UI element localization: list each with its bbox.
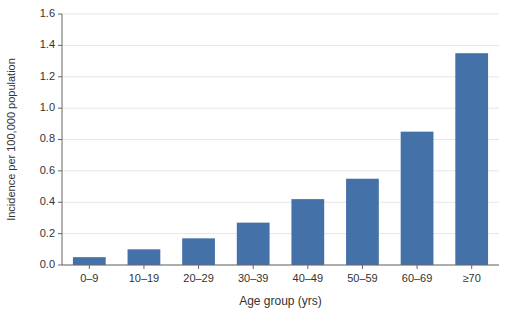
x-tick-label: 20–29 — [183, 272, 214, 284]
y-tick-label: 0.6 — [40, 164, 55, 176]
grid-line — [62, 108, 499, 109]
bar — [291, 199, 324, 265]
x-tick — [307, 265, 308, 269]
x-axis-line — [62, 265, 499, 266]
bar — [455, 53, 488, 265]
y-tick-label: 1.6 — [40, 7, 55, 19]
x-tick-label: 0–9 — [80, 272, 98, 284]
x-tick — [89, 265, 90, 269]
grid-line — [62, 45, 499, 46]
bar — [401, 132, 434, 265]
grid-line — [62, 76, 499, 77]
x-tick-label: 10–19 — [129, 272, 160, 284]
bar — [182, 238, 215, 265]
y-axis-label: Incidence per 100,000 population — [5, 58, 17, 221]
y-tick-label: 0.2 — [40, 227, 55, 239]
x-tick-label: 30–39 — [238, 272, 269, 284]
y-tick — [58, 108, 62, 109]
y-tick — [58, 170, 62, 171]
y-tick — [58, 139, 62, 140]
y-tick-label: 1.4 — [40, 38, 55, 50]
grid-line — [62, 233, 499, 234]
x-tick — [362, 265, 363, 269]
grid-line — [62, 139, 499, 140]
bar — [346, 179, 379, 265]
bar — [128, 249, 161, 265]
bar — [73, 257, 106, 265]
y-tick-label: 0.8 — [40, 132, 55, 144]
x-tick — [198, 265, 199, 269]
x-axis: 0–9 10–19 20–29 30–39 40–49 50–59 60–69 ≥70 — [62, 14, 499, 284]
chart-container: 0.0 0.2 0.4 0.6 0.8 1.0 1.2 1.4 1.6 0–9 10–19 20–29… — [0, 0, 511, 315]
x-tick-label: 40–49 — [293, 272, 324, 284]
y-tick-label: 1.2 — [40, 70, 55, 82]
grid-line — [62, 14, 499, 15]
bar — [237, 223, 270, 265]
x-tick — [143, 265, 144, 269]
y-tick — [58, 45, 62, 46]
chart: 0.0 0.2 0.4 0.6 0.8 1.0 1.2 1.4 1.6 0–9 10–19 20–29… — [0, 0, 511, 315]
grid-line — [62, 170, 499, 171]
y-tick — [58, 233, 62, 234]
y-tick — [58, 202, 62, 203]
x-tick-label: 50–59 — [347, 272, 378, 284]
x-tick — [417, 265, 418, 269]
grid-line — [62, 265, 499, 266]
page: {"chart_data": {"type": "bar", "categori… — [0, 0, 511, 315]
bars — [73, 53, 488, 265]
x-tick-label: ≥70 — [463, 272, 481, 284]
x-tick-label: 60–69 — [402, 272, 433, 284]
grid-line — [62, 202, 499, 203]
y-tick — [58, 265, 62, 266]
y-tick-label: 0.0 — [40, 258, 55, 270]
x-axis-label: Age group (yrs) — [239, 294, 322, 308]
y-axis-line — [62, 14, 63, 265]
y-tick — [58, 76, 62, 77]
y-tick-label: 1.0 — [40, 101, 55, 113]
y-axis: 0.0 0.2 0.4 0.6 0.8 1.0 1.2 1.4 1.6 — [40, 7, 499, 270]
x-tick — [253, 265, 254, 269]
x-tick — [471, 265, 472, 269]
y-tick — [58, 14, 62, 15]
y-tick-label: 0.4 — [40, 195, 55, 207]
